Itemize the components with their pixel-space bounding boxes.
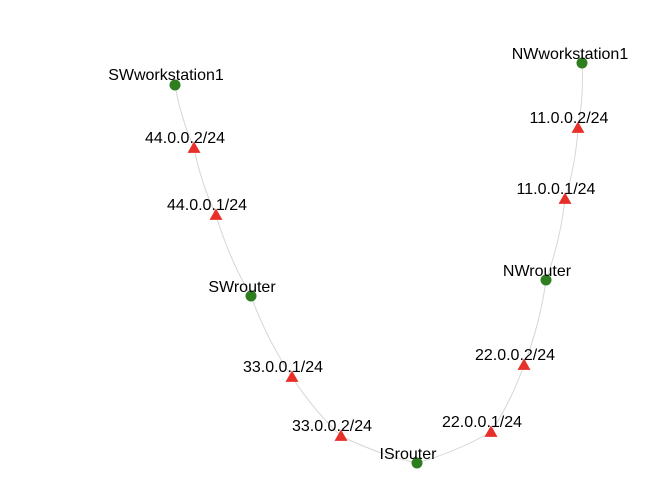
edge-sw_ws-sw_if2: [174, 84, 195, 149]
node-label: 22.0.0.2/24: [475, 347, 555, 364]
host-node-nw_ws[interactable]: NWworkstation1: [512, 46, 629, 69]
host-node-nw_router[interactable]: NWrouter: [503, 263, 572, 286]
interface-triangle-icon: [571, 121, 585, 133]
node-label: ISrouter: [380, 446, 438, 463]
interface-triangle-icon: [558, 192, 572, 204]
interface-triangle-icon: [209, 208, 223, 220]
node-label: NWworkstation1: [512, 46, 629, 63]
interface-node-sw_if33_1[interactable]: 33.0.0.1/24: [243, 359, 323, 382]
edge-nw_if22_1-nw_if22_2: [490, 364, 525, 433]
interface-triangle-icon: [484, 425, 498, 437]
edge-is_router-nw_if22_1: [416, 431, 492, 464]
host-node-sw_ws[interactable]: SWworkstation1: [108, 67, 224, 91]
node-label: 44.0.0.1/24: [167, 197, 247, 214]
node-label: 11.0.0.1/24: [517, 181, 596, 198]
host-dot-icon: [576, 57, 588, 69]
nodes-layer: SWworkstation1 44.0.0.2/24 44.0.0.1/24 SWro…: [108, 46, 628, 469]
interface-node-nw_if11_1[interactable]: 11.0.0.1/24: [517, 181, 596, 204]
interface-node-nw_if22_2[interactable]: 22.0.0.2/24: [475, 347, 555, 370]
host-dot-icon: [540, 274, 552, 286]
node-label: NWrouter: [503, 263, 572, 280]
interface-node-sw_if1[interactable]: 44.0.0.1/24: [167, 197, 247, 220]
edges-layer: [174, 62, 583, 464]
edge-sw_if33_1-sw_if33_2: [291, 376, 342, 437]
edge-nw_if11_2-nw_ws: [577, 62, 583, 129]
edge-sw_if1-sw_router: [215, 214, 252, 297]
edge-nw_if11_1-nw_if11_2: [564, 127, 579, 200]
node-label: SWrouter: [208, 279, 276, 296]
interface-triangle-icon: [517, 358, 531, 370]
interface-triangle-icon: [285, 370, 299, 382]
interface-triangle-icon: [187, 141, 201, 153]
edge-sw_if33_2-is_router: [340, 435, 418, 464]
edge-sw_router-sw_if33_1: [250, 295, 293, 378]
node-label: 11.0.0.2/24: [530, 110, 609, 127]
host-dot-icon: [411, 457, 423, 469]
node-label: 33.0.0.1/24: [243, 359, 323, 376]
node-label: 44.0.0.2/24: [145, 130, 225, 147]
host-node-sw_router[interactable]: SWrouter: [208, 279, 276, 302]
interface-node-sw_if2[interactable]: 44.0.0.2/24: [145, 130, 225, 153]
edge-sw_if2-sw_if1: [193, 147, 217, 216]
edge-nw_if22_2-nw_router: [523, 279, 547, 366]
interface-node-sw_if33_2[interactable]: 33.0.0.2/24: [292, 418, 372, 441]
host-node-is_router[interactable]: ISrouter: [380, 446, 438, 469]
edge-nw_router-nw_if11_1: [545, 198, 566, 281]
host-dot-icon: [169, 79, 181, 91]
interface-node-nw_if11_2[interactable]: 11.0.0.2/24: [530, 110, 609, 133]
interface-triangle-icon: [334, 429, 348, 441]
node-label: 22.0.0.1/24: [442, 414, 522, 431]
interface-node-nw_if22_1[interactable]: 22.0.0.1/24: [442, 414, 522, 437]
node-label: 33.0.0.2/24: [292, 418, 372, 435]
node-label: SWworkstation1: [108, 67, 224, 84]
host-dot-icon: [245, 290, 257, 302]
